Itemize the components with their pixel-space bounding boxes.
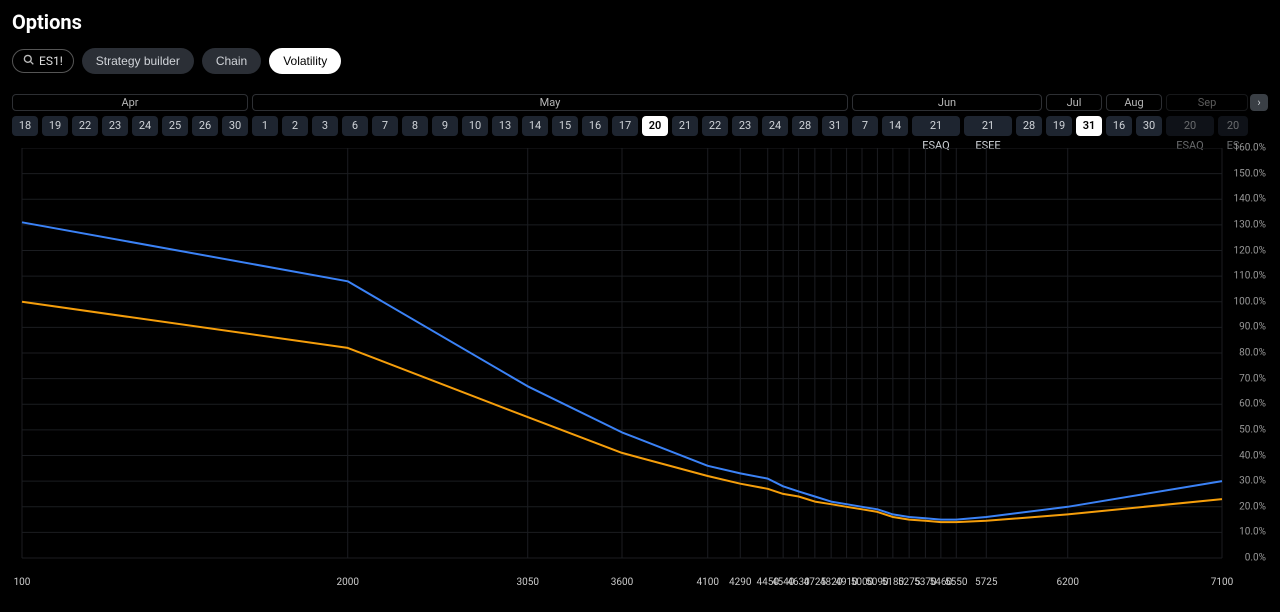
tab-strategy-builder[interactable]: Strategy builder: [82, 48, 194, 74]
day-chip[interactable]: 13: [492, 116, 518, 136]
day-chip[interactable]: 28: [792, 116, 818, 136]
x-tick-label: 4290: [729, 577, 751, 588]
y-tick-label: 40.0%: [1239, 450, 1266, 461]
search-icon: [23, 54, 34, 68]
month-jun[interactable]: Jun: [852, 94, 1042, 111]
day-chip[interactable]: 30: [1136, 116, 1162, 136]
day-chip[interactable]: 31: [822, 116, 848, 136]
day-chip[interactable]: 23: [102, 116, 128, 136]
y-tick-label: 30.0%: [1239, 476, 1266, 487]
scroll-right-button[interactable]: ›: [1250, 94, 1268, 111]
x-tick-label: 5550: [945, 577, 967, 588]
x-tick-label: 4100: [696, 577, 718, 588]
tab-chain[interactable]: Chain: [202, 48, 261, 74]
x-tick-label: 3600: [611, 577, 633, 588]
chart-canvas: [12, 148, 1268, 588]
y-tick-label: 110.0%: [1234, 271, 1266, 282]
y-tick-label: 10.0%: [1239, 527, 1266, 538]
month-jul[interactable]: Jul: [1046, 94, 1102, 111]
day-chip[interactable]: 16: [582, 116, 608, 136]
day-chip[interactable]: 30: [222, 116, 248, 136]
y-tick-label: 150.0%: [1234, 168, 1266, 179]
day-chip[interactable]: 17: [612, 116, 638, 136]
month-aug[interactable]: Aug: [1106, 94, 1162, 111]
tabs: Strategy builder Chain Volatility: [82, 48, 341, 74]
day-chip[interactable]: 20 ES: [1218, 116, 1248, 136]
day-chip[interactable]: 20 ESAQ: [1166, 116, 1214, 136]
y-axis-labels: 0.0%10.0%20.0%30.0%40.0%50.0%60.0%70.0%8…: [1228, 148, 1268, 558]
day-chip[interactable]: 14: [882, 116, 908, 136]
day-chip[interactable]: 26: [192, 116, 218, 136]
volatility-chart: 0.0% 10.0% 20.0% 30.0% 40.0% 50.0% 60.0% 70.0% 8…: [12, 148, 1268, 588]
month-sep[interactable]: Sep: [1166, 94, 1248, 111]
x-tick-label: 3050: [516, 577, 538, 588]
day-chip[interactable]: 21 ESAQ: [912, 116, 960, 136]
day-chip[interactable]: 1: [252, 116, 278, 136]
day-chip[interactable]: 31: [1076, 116, 1102, 136]
y-tick-label: 50.0%: [1239, 424, 1266, 435]
day-chip[interactable]: 10: [462, 116, 488, 136]
day-chip[interactable]: 19: [1046, 116, 1072, 136]
day-chip[interactable]: 8: [402, 116, 428, 136]
day-chip[interactable]: 7: [372, 116, 398, 136]
day-chip[interactable]: 6: [342, 116, 368, 136]
page-title: Options: [12, 10, 1268, 34]
y-tick-label: 20.0%: [1239, 501, 1266, 512]
y-tick-label: 120.0%: [1234, 245, 1266, 256]
day-chip[interactable]: 15: [552, 116, 578, 136]
x-tick-label: 2000: [336, 577, 358, 588]
date-selector: AprMayJunJulAugSep › 1819222324252630123…: [12, 94, 1268, 138]
day-chip[interactable]: 16: [1106, 116, 1132, 136]
day-chip[interactable]: 22: [702, 116, 728, 136]
day-chip[interactable]: 20: [642, 116, 668, 136]
day-chip[interactable]: 21: [672, 116, 698, 136]
y-tick-label: 100.0%: [1234, 296, 1266, 307]
day-row: 1819222324252630123678910131415161720212…: [12, 116, 1268, 138]
day-chip[interactable]: 19: [42, 116, 68, 136]
month-row: AprMayJunJulAugSep: [12, 94, 1268, 112]
y-tick-label: 70.0%: [1239, 373, 1266, 384]
y-tick-label: 60.0%: [1239, 399, 1266, 410]
y-tick-label: 80.0%: [1239, 348, 1266, 359]
month-may[interactable]: May: [252, 94, 848, 111]
x-tick-label: 5725: [975, 577, 997, 588]
day-chip[interactable]: 24: [132, 116, 158, 136]
y-tick-label: 160.0%: [1234, 143, 1266, 154]
day-chip[interactable]: 22: [72, 116, 98, 136]
day-chip[interactable]: 2: [282, 116, 308, 136]
day-chip[interactable]: 7: [852, 116, 878, 136]
x-axis-labels: 1002000305036004100429044504540463047254…: [12, 572, 1222, 588]
search-value: ES1!: [39, 54, 63, 68]
month-apr[interactable]: Apr: [12, 94, 248, 111]
y-tick-label: 130.0%: [1234, 219, 1266, 230]
x-tick-label: 7100: [1211, 577, 1233, 588]
y-tick-label: 90.0%: [1239, 322, 1266, 333]
y-tick-label: 140.0%: [1234, 194, 1266, 205]
y-tick-label: 0.0%: [1245, 553, 1266, 564]
x-tick-label: 6200: [1056, 577, 1078, 588]
day-chip[interactable]: 3: [312, 116, 338, 136]
day-chip[interactable]: 25: [162, 116, 188, 136]
symbol-search[interactable]: ES1!: [12, 49, 74, 73]
toolbar: ES1! Strategy builder Chain Volatility: [12, 48, 1268, 74]
day-chip[interactable]: 23: [732, 116, 758, 136]
day-chip[interactable]: 9: [432, 116, 458, 136]
day-chip[interactable]: 18: [12, 116, 38, 136]
day-chip[interactable]: 21 ESEE: [964, 116, 1012, 136]
day-chip[interactable]: 14: [522, 116, 548, 136]
tab-volatility[interactable]: Volatility: [269, 48, 341, 74]
x-tick-label: 100: [14, 577, 31, 588]
day-chip[interactable]: 24: [762, 116, 788, 136]
day-chip[interactable]: 28: [1016, 116, 1042, 136]
